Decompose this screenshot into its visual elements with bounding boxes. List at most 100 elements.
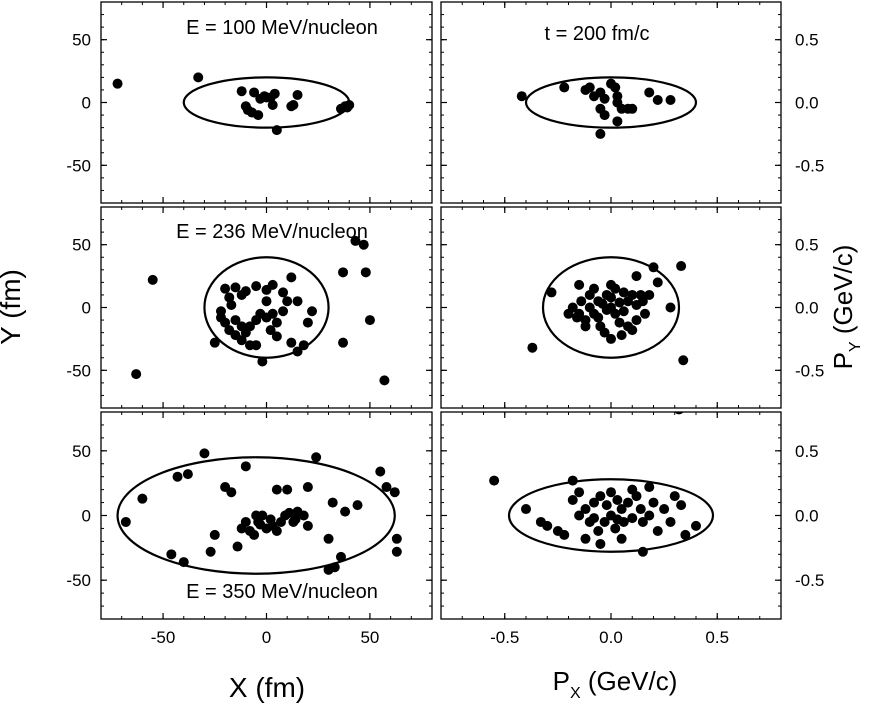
data-point [631,315,642,326]
data-point [236,335,247,346]
data-point [137,493,148,504]
data-point [665,302,676,313]
right-y-axis-title: PY (GeV/c) [828,245,864,370]
y-tick-label: 0.0 [795,94,819,113]
data-point [271,484,282,495]
data-point [614,317,625,328]
x-tick-label: -0.5 [490,628,519,647]
data-point [680,529,691,540]
data-point [599,516,610,527]
data-point [567,475,578,486]
data-point [612,97,623,108]
data-point [637,516,648,527]
data-point [644,510,655,521]
data-point [612,514,623,525]
y-tick-label: 0.0 [795,299,819,318]
y-tick-label: 0.5 [795,442,819,461]
data-point [267,308,278,319]
y-tick-label: 0.5 [795,236,819,255]
ellipse-outline [541,256,681,359]
data-point [364,315,375,326]
data-point [648,262,659,273]
ellipse-outline [203,256,330,359]
data-point [323,533,334,544]
data-point [665,516,676,527]
data-point [616,533,627,544]
data-point [593,312,604,323]
data-point [292,89,303,100]
data-point [329,562,340,573]
data-point [610,308,621,319]
data-point [284,507,295,518]
data-point [271,331,282,342]
plot-area [131,235,390,386]
data-point [236,321,247,332]
data-point [271,317,282,328]
data-point [489,475,500,486]
panel-annotation: E = 236 MeV/nucleon [176,221,368,243]
data-point [580,84,591,95]
left-y-axis-title: Y (fm) [0,269,26,345]
data-point [606,487,616,498]
data-point [352,500,363,511]
data-point [676,500,687,511]
data-point [290,514,301,525]
data-point [627,103,638,114]
data-point [193,72,204,83]
plot-area [112,72,355,136]
data-point [120,516,131,527]
data-point [640,308,650,319]
data-point [676,261,687,272]
data-point [311,452,322,463]
data-point [131,369,142,380]
data-point [340,506,351,517]
data-point [391,546,402,557]
y-tick-label: 0.5 [795,31,819,50]
panel-left-1: -50 0 50 E = 236 MeV/nucleon [66,206,433,409]
data-point [567,494,578,505]
data-point [282,484,293,495]
data-point [251,281,262,292]
data-point [244,321,255,332]
data-point [358,239,369,250]
data-point [282,296,293,307]
data-point [242,105,253,116]
data-point [627,325,638,336]
data-point [182,469,193,480]
data-point [674,412,684,415]
data-point [612,116,623,127]
data-point [249,529,260,540]
data-point [271,526,282,537]
data-point [251,340,262,351]
data-point [232,541,243,552]
data-point [112,78,123,89]
data-point [552,526,563,537]
data-point [623,497,633,508]
y-tick-label: 0.0 [795,507,819,526]
data-point [627,484,638,495]
data-point [589,497,599,508]
data-point [665,94,676,105]
data-point [292,296,303,307]
panel-annotation: t = 200 fm/c [544,23,649,45]
data-point [267,279,278,290]
data-point [302,520,313,531]
data-point [327,497,338,508]
data-point [589,513,599,524]
data-point [350,235,361,246]
ellipse-outline [116,456,396,575]
data-point [652,94,663,105]
data-point [261,92,272,103]
data-point [595,491,606,502]
data-point [286,272,297,283]
data-point [599,93,610,104]
data-point [255,308,266,319]
plot-area [116,448,402,575]
data-point [599,110,610,121]
data-point [391,533,402,544]
ellipse-outline [507,478,715,553]
data-point [572,312,582,323]
data-point [644,289,655,300]
data-point [240,516,251,527]
data-point [616,504,627,515]
